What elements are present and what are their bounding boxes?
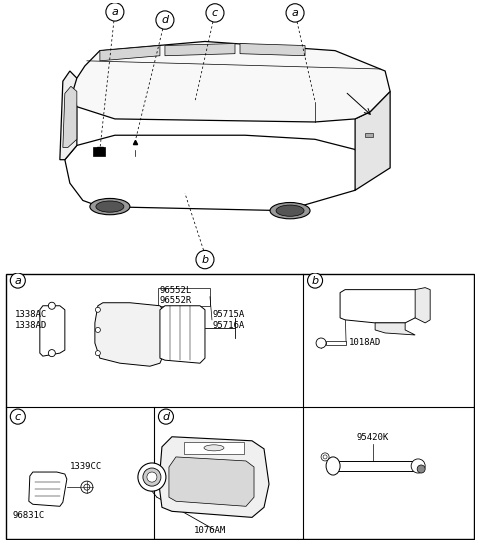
Bar: [93, 148, 105, 156]
Text: a: a: [111, 7, 119, 17]
Circle shape: [323, 455, 327, 459]
Text: 96552L
96552R: 96552L 96552R: [160, 286, 192, 305]
Polygon shape: [100, 46, 160, 61]
Circle shape: [10, 273, 25, 288]
Polygon shape: [169, 457, 254, 506]
Circle shape: [147, 472, 157, 482]
Polygon shape: [165, 44, 235, 56]
Polygon shape: [355, 92, 390, 190]
Polygon shape: [40, 306, 65, 356]
Circle shape: [48, 302, 55, 309]
Text: a: a: [14, 276, 21, 286]
Bar: [333, 461, 418, 471]
Circle shape: [96, 307, 100, 312]
Circle shape: [156, 11, 174, 29]
Text: 95715A
95716A: 95715A 95716A: [213, 310, 245, 330]
Circle shape: [417, 465, 425, 473]
Polygon shape: [340, 289, 420, 323]
Bar: [326, 341, 346, 345]
Polygon shape: [73, 41, 390, 122]
Polygon shape: [29, 472, 67, 506]
Text: 1076AM: 1076AM: [194, 525, 226, 535]
Ellipse shape: [270, 203, 310, 219]
Circle shape: [81, 481, 93, 493]
Circle shape: [411, 459, 425, 473]
Ellipse shape: [204, 445, 224, 451]
Polygon shape: [240, 44, 305, 56]
Text: 1339CC: 1339CC: [70, 462, 102, 471]
Circle shape: [96, 350, 100, 356]
Circle shape: [143, 468, 161, 486]
Ellipse shape: [96, 201, 124, 212]
Circle shape: [106, 3, 124, 21]
Text: d: d: [161, 15, 168, 25]
Text: 95420K: 95420K: [357, 433, 389, 442]
Polygon shape: [95, 302, 163, 366]
Text: d: d: [162, 411, 169, 422]
Polygon shape: [415, 288, 430, 323]
Circle shape: [96, 328, 100, 332]
Circle shape: [308, 273, 323, 288]
Text: c: c: [15, 411, 21, 422]
Bar: [184, 442, 244, 454]
Ellipse shape: [326, 457, 340, 475]
Polygon shape: [375, 323, 415, 335]
Text: b: b: [312, 276, 319, 286]
Text: 96831C: 96831C: [13, 511, 45, 520]
Polygon shape: [159, 437, 269, 517]
Polygon shape: [60, 71, 77, 160]
Text: 1018AD: 1018AD: [349, 338, 381, 347]
Circle shape: [138, 463, 166, 491]
Bar: [158, 288, 210, 306]
Text: 1338AC
1338AD: 1338AC 1338AD: [15, 310, 47, 330]
Polygon shape: [63, 86, 77, 148]
Ellipse shape: [276, 205, 304, 216]
Circle shape: [10, 409, 25, 424]
Circle shape: [206, 4, 224, 22]
Bar: [365, 133, 373, 137]
Circle shape: [286, 4, 304, 22]
Circle shape: [48, 349, 55, 356]
Circle shape: [84, 484, 90, 490]
Circle shape: [158, 409, 173, 424]
Circle shape: [196, 250, 214, 269]
Text: b: b: [202, 255, 208, 264]
Circle shape: [321, 453, 329, 461]
Circle shape: [316, 338, 326, 348]
Text: c: c: [212, 8, 218, 18]
Text: a: a: [292, 8, 299, 18]
Ellipse shape: [90, 198, 130, 215]
Polygon shape: [65, 135, 363, 211]
Polygon shape: [160, 306, 205, 363]
